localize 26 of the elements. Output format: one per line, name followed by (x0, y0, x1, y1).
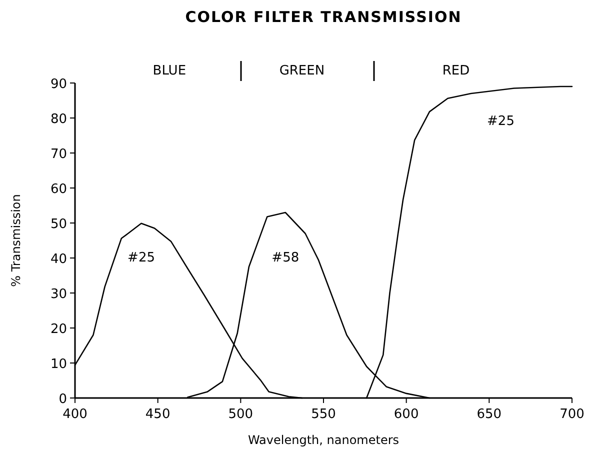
text: GREEN (279, 63, 325, 78)
y-tick-label: 80 (50, 112, 67, 127)
y-tick-label: 30 (50, 287, 67, 302)
y-tick-label: 20 (50, 322, 67, 337)
y-tick-label: 0 (58, 392, 67, 407)
x-tick-label: 400 (62, 407, 88, 422)
y-tick-label: 40 (50, 252, 67, 267)
x-tick-label: 600 (394, 407, 419, 422)
x-axis-title: Wavelength, nanometers (248, 433, 400, 447)
x-tick-label: 500 (228, 407, 254, 422)
x-tick-label: 550 (311, 407, 336, 422)
y-tick-label: 70 (50, 147, 67, 162)
annotation: #58 (272, 250, 300, 266)
x-tick-label: 450 (145, 407, 170, 422)
y-tick-label: 10 (50, 357, 67, 372)
y-tick-label: 60 (50, 182, 67, 197)
y-tick-label: 90 (50, 77, 67, 92)
text: RED (442, 63, 470, 78)
x-tick-label: 650 (476, 407, 502, 422)
text: BLUE (152, 63, 186, 78)
annotation: #25 (487, 114, 514, 129)
annotation: #25 (128, 250, 155, 266)
y-axis-title: % Transmission (9, 194, 23, 287)
x-tick-label: 700 (560, 407, 584, 422)
chart-title: COLOR FILTER TRANSMISSION (185, 8, 462, 26)
y-tick-label: 50 (50, 217, 67, 232)
